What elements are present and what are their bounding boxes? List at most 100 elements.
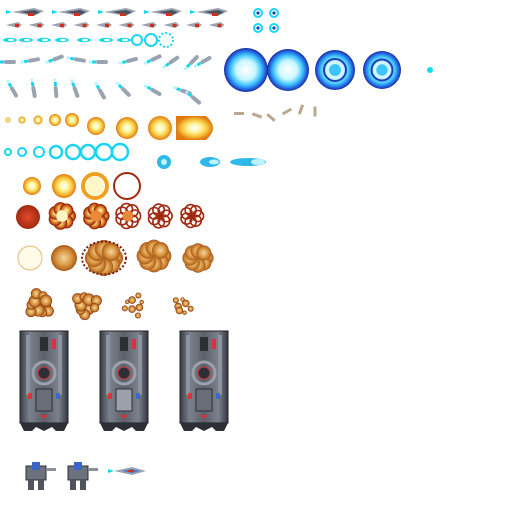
fighter-ship-2 — [52, 8, 90, 16]
armored-pod-3 — [179, 330, 229, 431]
small-fighter-3 — [51, 22, 67, 28]
explosion-5 — [147, 203, 173, 229]
armored-pod-1 — [19, 330, 69, 431]
explosion-4 — [115, 202, 142, 230]
missile-trail-11 — [6, 80, 18, 98]
fireball-3 — [33, 115, 43, 125]
fireball-1 — [5, 117, 11, 123]
energy-orb-4 — [269, 23, 279, 33]
orange-ring-1 — [23, 177, 41, 195]
energy-orb-2 — [269, 8, 279, 18]
armored-pod-2 — [99, 330, 149, 431]
cyan-ring-2 — [17, 147, 27, 157]
smoke-cloud-2 — [51, 245, 77, 271]
fireball-4 — [49, 114, 61, 126]
missile-trail-10 — [194, 56, 212, 68]
missile-trail-1 — [0, 60, 16, 64]
smoke-cloud-4 — [136, 239, 172, 273]
fireball-2 — [18, 116, 26, 124]
debris-2 — [251, 112, 263, 119]
small-fighter-1 — [6, 22, 22, 28]
orange-rings — [23, 172, 141, 200]
cyan-ring-7 — [94, 142, 114, 162]
cyan-ring-4 — [48, 144, 64, 160]
orange-ring-2 — [52, 174, 76, 198]
small-fighter-8 — [163, 22, 180, 28]
missile-trail-17 — [144, 84, 162, 96]
fighter-ship-1 — [6, 8, 44, 16]
cyan-comets — [157, 155, 266, 169]
fireballs — [5, 113, 213, 140]
plasma-orb-5 — [427, 67, 433, 73]
small-fighter-10 — [208, 22, 225, 28]
energy-orb-3 — [253, 23, 263, 33]
debris-shards — [234, 104, 317, 122]
missile-trail-9 — [184, 55, 199, 70]
missile-trail-2 — [20, 57, 40, 64]
laser-bolts — [3, 32, 174, 48]
explosion-1 — [16, 205, 40, 229]
missile-trail-13 — [53, 78, 59, 98]
small-fighters — [6, 22, 225, 28]
laser-bolt-ring-1 — [131, 34, 143, 46]
debris-cloud-1 — [25, 288, 54, 318]
cyan-ring-5 — [64, 143, 82, 161]
explosion-6 — [180, 203, 205, 229]
explosion-red — [16, 202, 205, 230]
missile-trail-12 — [30, 78, 37, 98]
laser-bolt-ring-2 — [144, 33, 158, 47]
homing-missiles — [0, 54, 212, 105]
cyan-rings — [4, 142, 130, 162]
explosion-debris — [25, 288, 194, 321]
small-fighter-5 — [96, 22, 112, 28]
missile-trail-8 — [162, 55, 180, 69]
small-orb-pairs — [253, 8, 279, 33]
small-fighter-2 — [28, 22, 45, 28]
fireball-5 — [65, 113, 79, 127]
cyan-ring-3 — [33, 146, 45, 158]
fireball-6 — [87, 117, 105, 135]
missile-trail-7 — [143, 54, 162, 65]
laser-bolt-ring-3 — [158, 32, 174, 48]
debris-5 — [297, 104, 305, 115]
fighter-ship-4 — [144, 8, 182, 16]
missile-trail-16 — [116, 82, 131, 97]
debris-3 — [266, 113, 276, 122]
missile-trail-14 — [70, 79, 80, 98]
explosion-smoke — [17, 239, 214, 277]
explosion-2 — [48, 202, 77, 230]
explosion-3 — [83, 202, 110, 230]
plasma-orb-2 — [267, 49, 309, 91]
debris-1 — [234, 112, 244, 115]
fighter-ship-5 — [190, 8, 228, 16]
fighter-ship-3 — [98, 8, 136, 16]
missile-trail-6 — [118, 56, 138, 65]
cyan-ring-8 — [110, 142, 130, 162]
smoke-cloud-5 — [182, 243, 214, 273]
fireball-9 — [176, 116, 213, 140]
small-fighter-6 — [118, 22, 135, 28]
large-plasma-orbs — [224, 48, 433, 92]
missile-trail-4 — [66, 56, 86, 63]
debris-6 — [313, 106, 317, 117]
fireball-7 — [116, 117, 138, 139]
cyan-ring-1 — [4, 148, 12, 156]
small-fighter-4 — [73, 22, 90, 28]
energy-orb-1 — [253, 8, 263, 18]
debris-cloud-4 — [172, 297, 194, 315]
small-fighter-9 — [186, 22, 202, 28]
cyan-comet-2 — [200, 157, 220, 167]
orange-ring-3 — [81, 172, 109, 200]
cyan-comet-3 — [230, 158, 266, 166]
player-ship-1 — [108, 467, 146, 475]
missile-trail-19 — [185, 90, 202, 105]
missile-trail-15 — [94, 82, 106, 100]
orange-ring-4 — [113, 172, 141, 200]
smoke-cloud-3 — [81, 239, 127, 277]
fireball-8 — [148, 116, 172, 140]
debris-cloud-2 — [72, 292, 102, 321]
mini-mechs — [25, 462, 98, 490]
debris-cloud-3 — [121, 292, 144, 319]
debris-4 — [281, 107, 293, 116]
